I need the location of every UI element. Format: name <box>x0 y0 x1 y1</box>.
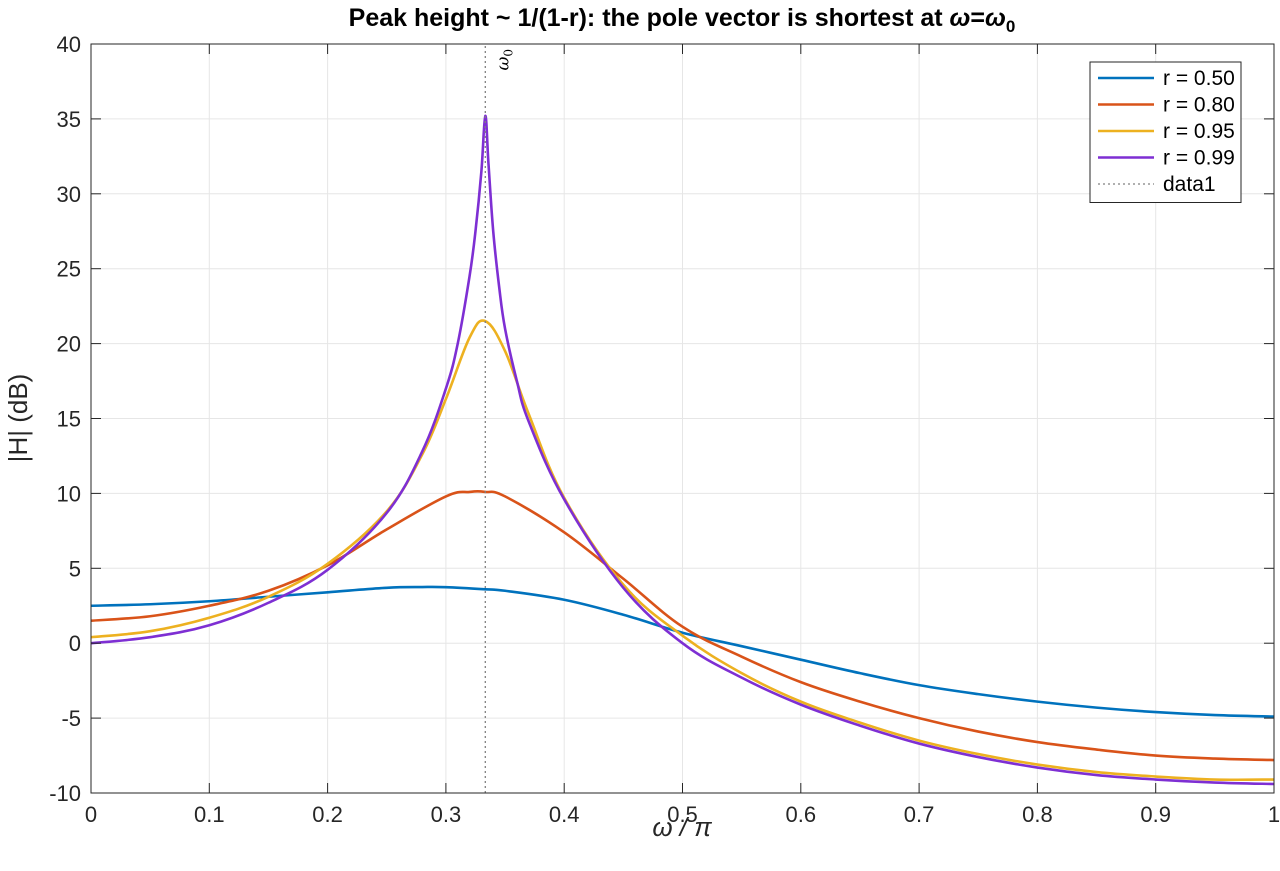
legend-label: r = 0.99 <box>1163 147 1235 170</box>
y-axis-label: |H| (dB) <box>3 374 33 463</box>
legend-label: data1 <box>1163 173 1216 196</box>
legend-label: r = 0.50 <box>1163 67 1235 90</box>
series-lines <box>90 44 1275 793</box>
x-axis-label: ω / π <box>652 812 712 842</box>
omega0-annotation: ω0 <box>493 49 515 71</box>
x-tick-label: 0.5 <box>667 802 698 827</box>
y-tick-label: 0 <box>69 631 81 656</box>
y-tick-label: 15 <box>57 407 81 432</box>
x-tick-label: 0.2 <box>312 802 343 827</box>
x-tick-label: 0.8 <box>1022 802 1053 827</box>
x-tick-label: 0.3 <box>431 802 462 827</box>
y-tick-label: 5 <box>69 556 81 581</box>
x-tick-label: 0.4 <box>549 802 580 827</box>
legend: r = 0.50 r = 0.80 r = 0.95 r = 0.99 data1 <box>1089 61 1242 203</box>
x-tick-label: 0.7 <box>904 802 935 827</box>
x-tick-label: 0.9 <box>1140 802 1171 827</box>
y-tick-label: -5 <box>61 706 81 731</box>
series-line-r0.99 <box>90 114 1275 786</box>
series-line-r0.50 <box>90 585 1275 718</box>
y-tick-label: 25 <box>57 257 81 282</box>
y-tick-label: 35 <box>57 107 81 132</box>
x-tick-label: 0.6 <box>786 802 817 827</box>
x-tick-label: 1 <box>1268 802 1280 827</box>
y-tick-label: -10 <box>49 781 81 806</box>
legend-label: r = 0.80 <box>1163 94 1235 117</box>
legend-label: r = 0.95 <box>1163 120 1235 143</box>
y-tick-label: 40 <box>57 32 81 57</box>
x-axis: 0 0.1 0.2 0.3 0.4 0.5 0.6 0.7 0.8 0.9 1 <box>85 44 1280 827</box>
y-axis: -10 -5 0 5 10 15 20 25 30 35 40 <box>49 32 1274 806</box>
chart-title: Peak height ~ 1/(1-r): the pole vector i… <box>349 4 1016 36</box>
y-tick-label: 30 <box>57 182 81 207</box>
y-tick-label: 20 <box>57 332 81 357</box>
y-tick-label: 10 <box>57 481 81 506</box>
x-tick-label: 0.1 <box>194 802 225 827</box>
x-tick-label: 0 <box>85 802 97 827</box>
